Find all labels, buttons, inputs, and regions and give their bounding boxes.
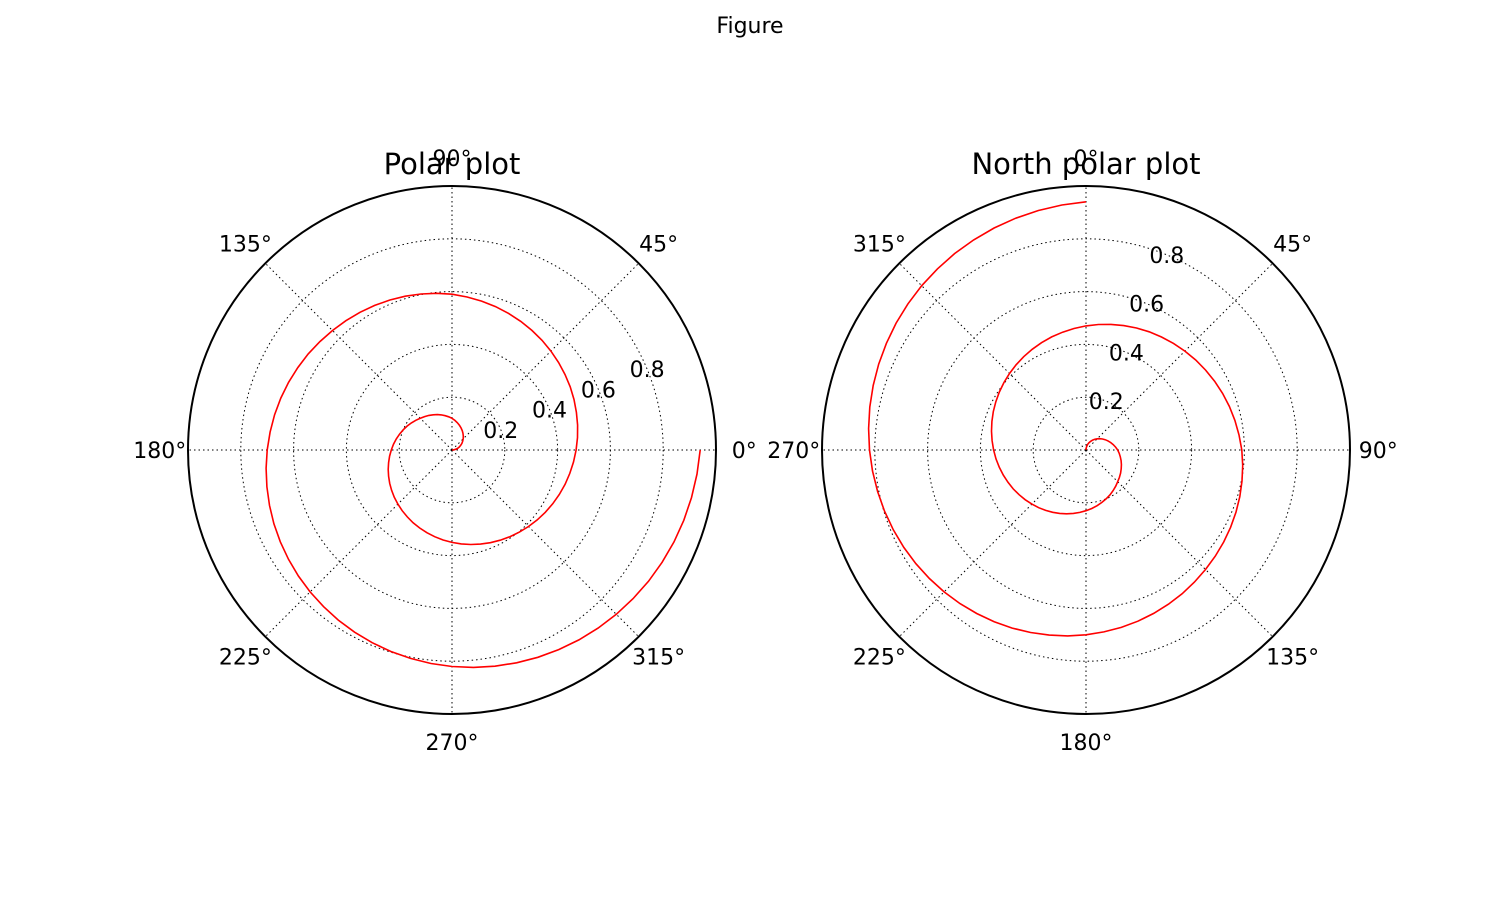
theta-grid-line bbox=[451, 262, 640, 451]
r-tick-label: 0.8 bbox=[1149, 244, 1184, 269]
theta-tick-label: 225° bbox=[853, 646, 906, 671]
r-tick-label: 0.4 bbox=[532, 399, 567, 424]
theta-grid-line bbox=[898, 262, 1087, 451]
theta-tick-label: 180° bbox=[133, 439, 186, 464]
theta-tick-label: 225° bbox=[219, 646, 272, 671]
r-tick-label: 0.2 bbox=[483, 419, 518, 444]
r-tick-label: 0.8 bbox=[630, 358, 665, 383]
theta-tick-label: 315° bbox=[853, 232, 906, 257]
spiral-series-line bbox=[867, 201, 1244, 637]
theta-tick-label: 135° bbox=[219, 232, 272, 257]
theta-tick-label: 90° bbox=[1359, 439, 1398, 464]
theta-tick-label: 180° bbox=[1060, 731, 1113, 756]
theta-tick-label: 315° bbox=[632, 646, 685, 671]
r-grid-circle bbox=[874, 238, 1298, 662]
r-tick-label: 0.2 bbox=[1089, 390, 1124, 415]
theta-tick-label: 270° bbox=[426, 731, 479, 756]
r-grid-circle bbox=[398, 396, 506, 504]
theta-tick-label: 135° bbox=[1266, 646, 1319, 671]
theta-tick-label: 0° bbox=[1074, 147, 1099, 172]
polar-frame bbox=[187, 185, 717, 715]
r-grid-circle bbox=[1032, 396, 1140, 504]
theta-grid-line bbox=[1085, 262, 1274, 451]
theta-grid-line bbox=[264, 262, 453, 451]
r-tick-label: 0.6 bbox=[1129, 293, 1164, 318]
theta-grid-line bbox=[1085, 449, 1274, 638]
r-grid-circle bbox=[345, 343, 559, 557]
spiral-series-line bbox=[265, 292, 701, 669]
polar-axes-right: 0° 45° 90° 135° 180° 225° 270° 315° 0.2 0.4 0.6 0.8… bbox=[767, 147, 1397, 756]
r-grid-circle bbox=[979, 343, 1193, 557]
theta-tick-label: 270° bbox=[767, 439, 820, 464]
r-tick-label: 0.4 bbox=[1109, 341, 1144, 366]
theta-grid-line bbox=[898, 449, 1087, 638]
polar-frame bbox=[821, 185, 1351, 715]
figure-window-title: Figure bbox=[716, 14, 784, 39]
r-tick-label: 0.6 bbox=[581, 378, 616, 403]
theta-tick-label: 45° bbox=[639, 232, 678, 257]
plot-title: North polar plot bbox=[971, 147, 1200, 181]
theta-tick-label: 90° bbox=[433, 147, 472, 172]
r-grid-circle bbox=[240, 238, 664, 662]
theta-grid-line bbox=[264, 449, 453, 638]
plot-title: Polar plot bbox=[384, 147, 521, 181]
polar-axes-left: 0° 45° 90° 135° 180° 225° 270° 315° 0.2 0.4 0.6 0.8… bbox=[133, 147, 756, 756]
theta-tick-label: 45° bbox=[1273, 232, 1312, 257]
theta-tick-label: 0° bbox=[732, 439, 757, 464]
